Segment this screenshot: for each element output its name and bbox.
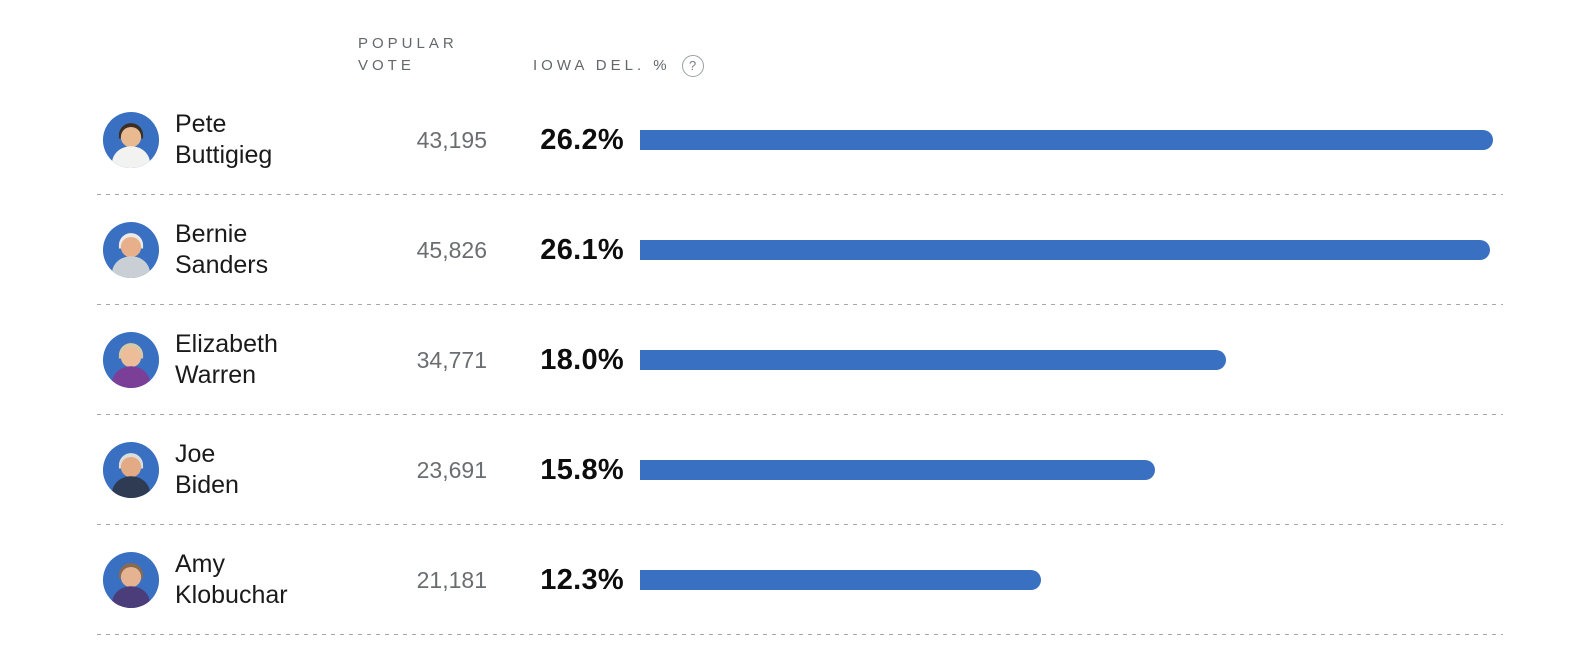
popular-vote-value: 34,771 <box>416 346 487 373</box>
candidate-avatar <box>102 111 160 169</box>
delegate-bar-track <box>640 570 1503 590</box>
person-silhouette-icon <box>102 551 160 609</box>
help-icon[interactable]: ? <box>681 55 704 77</box>
popular-vote-value: 45,826 <box>416 236 487 263</box>
delegate-bar <box>640 460 1155 480</box>
results-table: POPULAR VOTE IOWA DEL. % ? Pete Buttigie… <box>97 30 1503 635</box>
person-silhouette-icon <box>102 221 160 279</box>
candidate-row: Pete Buttigieg 43,195 26.2% <box>97 85 1503 195</box>
delegate-bar-track <box>640 350 1503 370</box>
row-separator <box>97 414 1503 415</box>
iowa-delegate-header: IOWA DEL. % ? <box>533 55 1503 77</box>
popular-vote-value: 23,691 <box>416 456 487 483</box>
delegate-bar <box>640 350 1227 370</box>
candidate-first-name: Amy <box>175 550 225 578</box>
candidate-row: Bernie Sanders 45,826 26.1% <box>97 195 1503 305</box>
candidate-first-name: Pete <box>175 110 227 138</box>
candidate-avatar <box>102 221 160 279</box>
row-separator <box>97 304 1503 305</box>
candidate-row: Amy Klobuchar 21,181 12.3% <box>97 525 1503 635</box>
delegate-bar <box>640 130 1494 150</box>
table-header: POPULAR VOTE IOWA DEL. % ? <box>97 30 1503 85</box>
delegate-bar <box>640 570 1041 590</box>
delegate-bar-track <box>640 130 1503 150</box>
candidate-first-name: Joe <box>175 440 216 468</box>
delegate-pct-value: 26.2% <box>540 123 624 156</box>
popular-vote-value: 43,195 <box>416 126 487 153</box>
candidate-name: Joe Biden <box>161 439 346 501</box>
candidate-name: Elizabeth Warren <box>161 329 346 391</box>
candidate-rows: Pete Buttigieg 43,195 26.2% Bernie Sande… <box>97 85 1503 635</box>
iowa-delegate-header-label: IOWA DEL. % <box>533 57 671 74</box>
delegate-bar-track <box>640 240 1503 260</box>
delegate-bar-track <box>640 460 1503 480</box>
popular-vote-value: 21,181 <box>416 566 487 593</box>
candidate-first-name: Bernie <box>175 220 248 248</box>
candidate-avatar <box>102 441 160 499</box>
row-separator <box>97 194 1503 195</box>
delegate-pct-value: 12.3% <box>540 563 624 596</box>
candidate-avatar <box>102 551 160 609</box>
row-separator <box>97 524 1503 525</box>
delegate-bar <box>640 240 1490 260</box>
person-silhouette-icon <box>102 441 160 499</box>
popular-vote-header: POPULAR VOTE <box>358 35 458 74</box>
candidate-last-name: Warren <box>175 361 257 389</box>
candidate-name: Pete Buttigieg <box>161 109 346 171</box>
candidate-last-name: Sanders <box>175 251 269 279</box>
candidate-avatar <box>102 331 160 389</box>
candidate-last-name: Biden <box>175 471 239 499</box>
delegate-pct-value: 26.1% <box>540 233 624 266</box>
candidate-name: Bernie Sanders <box>161 219 346 281</box>
candidate-name: Amy Klobuchar <box>161 549 346 611</box>
candidate-last-name: Klobuchar <box>175 581 288 609</box>
delegate-pct-value: 15.8% <box>540 453 624 486</box>
delegate-pct-value: 18.0% <box>540 343 624 376</box>
person-silhouette-icon <box>102 111 160 169</box>
person-silhouette-icon <box>102 331 160 389</box>
candidate-row: Joe Biden 23,691 15.8% <box>97 415 1503 525</box>
candidate-row: Elizabeth Warren 34,771 18.0% <box>97 305 1503 415</box>
candidate-last-name: Buttigieg <box>175 141 273 169</box>
candidate-first-name: Elizabeth <box>175 330 278 358</box>
row-separator <box>97 634 1503 635</box>
